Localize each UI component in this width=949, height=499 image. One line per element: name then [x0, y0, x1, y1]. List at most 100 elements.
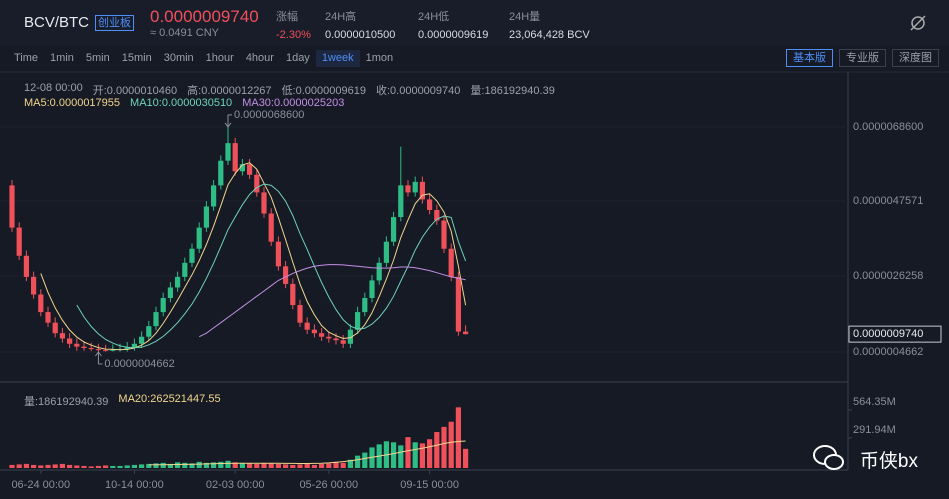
volume-bar [239, 462, 245, 468]
ma-legend-item: MA10:0.0000030510 [130, 97, 233, 109]
candle-body [441, 220, 447, 249]
volume-legend: 量:186192940.39 MA20:262521447.55 [24, 393, 221, 409]
interval-tab[interactable]: 1min [50, 52, 74, 64]
volume-bar [463, 448, 469, 468]
candle-body [103, 350, 109, 352]
candle-body [283, 266, 289, 284]
interval-tab[interactable]: 4hour [245, 52, 274, 64]
volume-bar [139, 464, 145, 468]
volume-bar [175, 462, 181, 468]
volume-bar [146, 463, 152, 468]
volume-bar [81, 465, 87, 468]
last-price-tag [848, 325, 942, 343]
candle-body [319, 333, 325, 337]
y-tick-label: 0.0000047571 [853, 195, 923, 207]
candle-body [398, 185, 404, 218]
candle-body [254, 174, 260, 193]
candle-body [275, 241, 281, 267]
volume-bar [59, 463, 65, 468]
candle-body [434, 210, 440, 221]
candle-body [182, 262, 188, 277]
settings-icon[interactable] [908, 13, 928, 33]
volume-bar [261, 462, 267, 468]
volume-bar [333, 461, 339, 468]
interval-tab[interactable]: 15min [121, 52, 152, 64]
stat: 24H低 0.0000009619 [418, 8, 488, 41]
candle-body [175, 276, 181, 288]
volume-bar [247, 463, 253, 468]
interval-tabs: Time 1min 5min 15min 30min 1hour 4hour 1day 1wee… [8, 50, 399, 67]
ohlc-text: 收:0.0000009740 [375, 85, 461, 97]
x-tick-label: 05-26 00:00 [299, 479, 358, 491]
watermark: 币侠bx [859, 451, 918, 472]
volume-bar [203, 462, 209, 468]
badge[interactable]: 创业板 [95, 15, 134, 31]
candle-body [419, 181, 425, 200]
stat: 涨幅 -2.30% [276, 8, 311, 41]
x-tick-label: 06-24 00:00 [11, 479, 70, 491]
candle-body [167, 287, 173, 299]
candle-body [290, 283, 296, 306]
volume-bar [427, 439, 433, 468]
candle-body [59, 333, 65, 339]
interval-tab[interactable]: 1hour [205, 52, 234, 64]
volume-tick-label: 564.35M [853, 396, 896, 408]
candle-body [304, 322, 310, 330]
interval-tab[interactable]: 1mon [365, 52, 394, 64]
top-bar: BCV/BTC 创业板 0.0000009740 ≈ 0.0491 CNY 涨幅… [0, 0, 949, 46]
stat-value: 0.0000009619 [418, 29, 489, 41]
volume-bar [355, 455, 361, 468]
interval-tab[interactable]: 1week [315, 50, 360, 67]
volume-bar [441, 426, 447, 468]
interval-tab[interactable]: 30min [163, 52, 194, 64]
candle-body [455, 276, 461, 332]
candle-body [67, 338, 73, 344]
candle-body [95, 349, 101, 351]
candle-body [362, 298, 368, 313]
ma-legend-item: MA30:0.0000025203 [242, 97, 345, 109]
version-button[interactable]: 专业版 [839, 49, 886, 67]
interval-tab[interactable]: 5min [85, 52, 110, 64]
candle-body [189, 248, 195, 263]
candle-body [131, 343, 137, 348]
candle-body [153, 312, 159, 327]
volume-bar [297, 464, 303, 468]
stat-value: 0.0000010500 [325, 29, 396, 41]
candle-body [74, 343, 80, 347]
stat-label: 24H低 [418, 11, 450, 23]
volume-bar [391, 442, 397, 468]
interval-tab[interactable]: Time [14, 52, 39, 64]
volume-bar [362, 452, 368, 468]
candle-body [340, 340, 346, 344]
volume-bar [182, 462, 188, 468]
candle-body [247, 164, 253, 175]
x-tick-label: 02-03 00:00 [206, 479, 265, 491]
version-button[interactable]: 深度图 [892, 49, 939, 67]
candle-body [326, 336, 332, 339]
ohlc-text: 高:0.0000012267 [187, 85, 272, 97]
candle-body [347, 329, 353, 344]
volume-bar [153, 463, 159, 468]
candle-body [355, 312, 361, 330]
volume-tick-label: 291.94M [853, 424, 896, 436]
ma-legend: MA5:0.0000017955 MA10:0.0000030510 MA30:0.… [24, 97, 344, 109]
volume-bar [311, 464, 317, 468]
candle-body [232, 143, 238, 172]
candle-body [376, 262, 382, 281]
candle-body [146, 326, 152, 337]
stat-label: 24H量 [509, 11, 541, 23]
candle-body [225, 143, 231, 161]
stat-value: -2.30% [276, 29, 311, 41]
volume-bar [254, 463, 260, 468]
ohlc-header: 12-08 00:00 开:0.0000010460 高:0.0000012267 低… [24, 82, 555, 98]
stat: 24H高 0.0000010500 [325, 8, 395, 41]
volume-bar [290, 464, 296, 468]
volume-bar [45, 464, 51, 468]
volume-bar [167, 463, 173, 468]
version-button[interactable]: 基本版 [786, 49, 833, 67]
volume-bar [412, 442, 418, 468]
volume-bar [232, 462, 238, 468]
interval-tab[interactable]: 1day [285, 52, 310, 64]
candle-body [311, 329, 317, 334]
